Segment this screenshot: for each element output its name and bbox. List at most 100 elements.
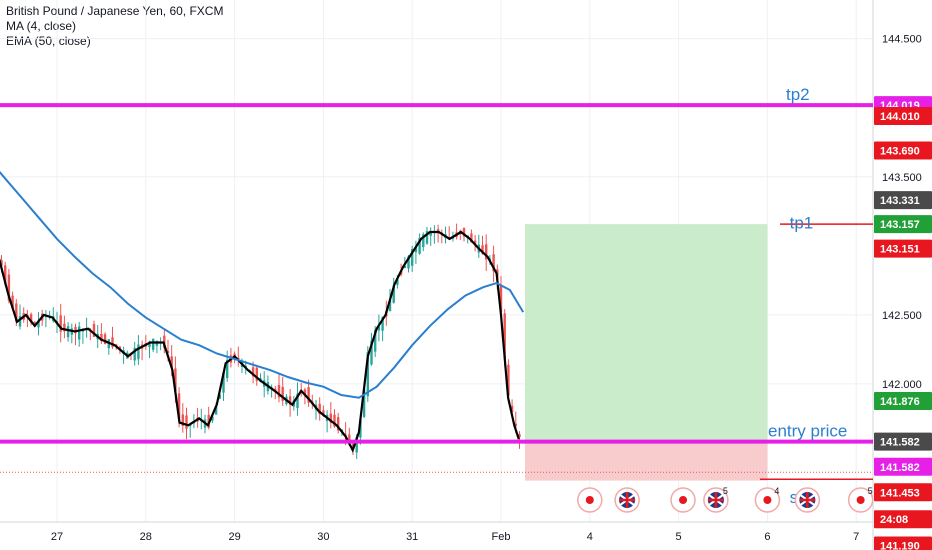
event-dot-icon: 5	[847, 486, 874, 513]
price-tag-box	[874, 239, 932, 258]
candle-body	[181, 414, 184, 426]
price-tag: 141.582	[874, 432, 932, 451]
price-tag-label: 143.331	[880, 195, 920, 207]
candle-body	[507, 364, 510, 396]
candle-body	[177, 393, 181, 419]
candle-body	[414, 247, 418, 253]
candle-body	[277, 384, 281, 398]
candle-body	[37, 320, 40, 328]
stop-zone	[524, 441, 768, 481]
candle-body	[481, 245, 484, 254]
candle-body	[4, 265, 7, 285]
uk-flag-icon: 5	[703, 486, 729, 513]
candle-body	[492, 254, 495, 272]
candle-body	[318, 403, 321, 415]
price-tag-label: 24:08	[880, 514, 908, 526]
candle-body	[288, 396, 292, 405]
x-tick-label: 30	[317, 531, 329, 543]
candle-body	[133, 347, 136, 361]
candle-body	[92, 323, 96, 337]
x-tick-label: 27	[51, 531, 63, 543]
candle-body	[152, 339, 155, 350]
candle-body	[111, 337, 114, 348]
candle-body	[148, 341, 151, 348]
candle-body	[322, 410, 325, 416]
candle-body	[296, 393, 299, 408]
candle-body	[377, 326, 381, 331]
price-tag: 143.690	[874, 141, 932, 160]
uk-flag-icon	[614, 487, 640, 513]
target-zone	[524, 224, 768, 442]
price-tag: 141.582	[874, 457, 932, 476]
y-tick-label: 142.500	[882, 310, 922, 322]
candle-body	[211, 416, 214, 421]
price-tag-box	[874, 432, 932, 451]
candle-body	[170, 356, 173, 368]
candle-body	[74, 326, 77, 334]
ema-line	[0, 170, 525, 399]
candle-body	[374, 329, 377, 352]
candle-body	[281, 386, 284, 401]
candle-body	[174, 368, 177, 392]
price-tag-box	[874, 483, 932, 502]
price-tag-label: 144.010	[880, 111, 920, 123]
price-tag-box	[874, 215, 932, 234]
candle-body	[355, 437, 358, 453]
legend-ema: EMA (50, close)	[6, 34, 91, 48]
candle-body	[59, 315, 62, 332]
price-tag: 24:08	[874, 510, 932, 529]
price-tag-label: 141.190	[880, 540, 920, 550]
legend-title: British Pound / Japanese Yen, 60, FXCM	[6, 4, 224, 18]
price-tag-box	[874, 191, 932, 210]
candle-body	[403, 265, 406, 269]
price-tag-box	[874, 510, 932, 529]
candle-body	[218, 394, 221, 399]
candle-body	[514, 423, 517, 426]
candle-body	[462, 228, 466, 237]
candle-body	[307, 387, 310, 403]
event-center	[856, 496, 865, 504]
candle-body	[407, 256, 410, 269]
candle-body	[0, 260, 3, 266]
candle-body	[15, 303, 18, 322]
y-tick-label: 142.000	[882, 379, 922, 391]
candle-body	[78, 326, 81, 340]
candle-body	[370, 340, 373, 365]
price-tag-box	[874, 107, 932, 125]
candle-body	[29, 314, 33, 323]
candle-body	[366, 352, 369, 397]
x-tick-label: Feb	[492, 531, 511, 543]
candle-body	[11, 295, 14, 309]
label-entry: entry price	[768, 422, 847, 441]
event-center	[679, 496, 688, 504]
event-dot-icon	[577, 487, 603, 513]
candle-body	[333, 414, 336, 427]
price-tag-box	[874, 457, 932, 476]
x-tick-label: 4	[587, 531, 593, 543]
event-dot-icon	[670, 487, 696, 513]
event-count: 4	[774, 486, 779, 496]
candle-body	[100, 333, 103, 342]
candle-body	[411, 249, 414, 266]
candle-body	[396, 279, 399, 285]
x-tick-label: 29	[228, 531, 240, 543]
price-tag-label: 141.582	[880, 462, 920, 474]
candle-body	[251, 367, 255, 377]
candle-body	[103, 334, 107, 344]
legend-ma: MA (4, close)	[6, 19, 77, 33]
candle-body	[485, 244, 488, 260]
candle-body	[137, 344, 140, 360]
candle-body	[237, 357, 240, 360]
candle-body	[185, 415, 188, 429]
chart-legend: British Pound / Japanese Yen, 60, FXCM M…	[6, 4, 223, 49]
uk-flag-icon	[794, 487, 821, 513]
candle-body	[329, 413, 332, 423]
candle-body	[473, 240, 477, 245]
label-tp2: tp2	[786, 85, 810, 104]
price-tag-box	[874, 392, 932, 411]
candle-body	[348, 434, 351, 445]
candle-body	[503, 313, 506, 359]
candle-body	[470, 233, 473, 243]
candle-body	[255, 367, 258, 381]
